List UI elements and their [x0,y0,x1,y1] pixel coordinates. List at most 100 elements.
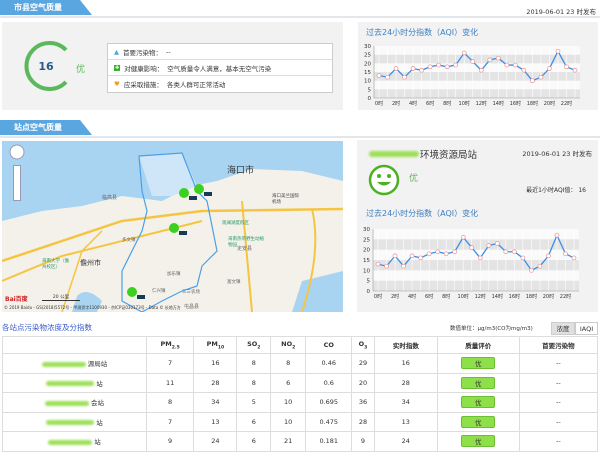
aqi-level: 优 [76,65,86,75]
data-point [503,249,509,255]
header-so2: SO2 [236,336,272,354]
header-level: 质量评价 [436,336,520,354]
redacted-name [46,381,95,387]
station-cell[interactable]: 站 [2,431,147,452]
station-name: 源局站 [87,360,108,369]
data-point [444,64,450,70]
cell-pm10: 34 [193,392,238,413]
y-tick-label: 10 [363,268,370,274]
table-row[interactable]: 站 9 24 6 21 0.181 9 24 优 -- [2,431,599,452]
station-name: 会站 [91,399,104,408]
y-tick-label: 15 [363,258,370,264]
redacted-name [369,151,419,157]
station-cell[interactable]: 会站 [2,392,147,413]
cell-primary: -- [518,353,599,374]
data-point [461,50,467,56]
smiley-icon [368,164,400,196]
table-title: 各站点污染物浓度及分指数 [2,323,92,332]
cell-co: 0.46 [305,353,353,374]
grid-band [373,229,579,240]
x-tick-label: 12时 [476,100,487,107]
data-point [470,59,476,64]
level-badge: 优 [461,376,496,389]
map-canvas [2,141,343,312]
cell-co: 0.695 [305,392,353,413]
table-row[interactable]: 站 11 28 8 6 0.6 20 28 优 -- [2,372,599,393]
data-point [376,73,382,78]
x-tick-label: 0时 [375,100,383,107]
cell-o3: 9 [351,431,375,452]
iaqi-button[interactable]: IAQI [575,322,598,335]
grid-band [373,260,579,271]
cell-no2: 6 [270,372,307,393]
x-tick-label: 4时 [408,293,416,300]
map-label: 富文镇 [227,280,241,285]
data-point [375,261,381,267]
map-label: 儋州市 [80,259,101,267]
cell-aqi: 28 [373,372,438,393]
cell-o3: 20 [351,372,375,393]
zoom-slider[interactable] [13,165,21,201]
info-row-measures: ♥ 应采取措施： 各类人群可正常活动 [108,76,332,92]
map-label: 海南热带野生动植物园 [228,237,264,248]
data-point [418,255,423,261]
station-map[interactable]: 海口市 临高县 儋州市 定安县 屯昌县 海南大学（儋州校区） 海口美兰国际机场 … [2,141,343,312]
data-point [546,253,551,259]
table-row[interactable]: 会站 8 34 5 10 0.695 36 34 优 -- [2,392,599,413]
heart-icon: ♥ [114,80,120,88]
pan-control [9,144,25,160]
data-point [419,67,424,73]
station-markers [127,184,204,297]
y-tick-label: 30 [364,44,371,50]
divider [0,16,600,18]
map-label: 多文镇 [122,238,136,243]
cell-co: 0.6 [305,372,353,393]
data-point [427,64,433,70]
cell-no2: 21 [270,431,307,452]
x-tick-label: 8时 [442,293,450,300]
y-tick-label: 25 [364,53,371,59]
station-aqi-chart: 0 5 10 15 20 25 30 0时 2时 4时 6时 8时 10时 12时 14时 16时 18时 20时… [363,227,579,300]
aqi-value: 16 [38,60,54,73]
cell-pm10: 24 [193,431,238,452]
y-tick-label: 15 [364,70,371,76]
data-point [384,263,389,269]
data-point [529,267,534,273]
map-label: 加乐镇 [167,272,181,277]
station-cell[interactable]: 源局站 [2,353,147,374]
x-tick-label: 22时 [561,100,572,107]
info-value: 各类人群可正常活动 [166,81,226,89]
cell-primary: -- [518,431,599,452]
data-point [571,255,577,261]
chart-title: 过去24小时分指数（AQI）变化 [366,209,479,218]
cell-so2: 6 [236,411,272,432]
x-tick-label: 10时 [458,293,469,300]
table-header: PM2.5 PM10 SO2 NO2 CO O3 实时指数 质量评价 首要污染物 [2,336,599,354]
table-row[interactable]: 源局站 7 16 8 8 0.46 29 16 优 -- [2,353,599,374]
x-tick-label: 20时 [544,100,555,107]
redacted-name [45,400,89,406]
cell-pm10: 16 [193,353,238,374]
info-box: ▲ 首要污染物： -- ✚ 对健康影响： 空气质量令人满意，基本无空气污染 ♥ 应采取措施… [107,43,333,93]
baidu-logo: Bai百度 [5,296,28,303]
map-label: 定安县 [237,246,253,252]
cell-level: 优 [436,372,520,393]
station-name: 环境资源局站 [420,150,478,161]
cell-pm25: 11 [145,372,195,393]
station-cell[interactable]: 站 [2,372,147,393]
data-point [487,57,493,63]
redacted-name [41,361,86,367]
station-cell[interactable]: 站 [2,411,147,432]
cell-no2: 10 [270,392,307,413]
table-row[interactable]: 站 7 13 6 10 0.475 28 13 优 -- [2,411,599,432]
data-point [521,67,527,73]
level-badge: 优 [461,396,496,409]
grid-band [373,239,579,250]
concentration-button[interactable]: 浓度 [551,322,575,335]
map-scale: 20 公里 [42,294,80,301]
info-label: 对健康影响： [124,64,164,73]
grid-band [374,89,580,98]
data-point [563,251,568,257]
data-point [469,245,475,250]
city-aqi-chart: 0 5 10 15 20 25 30 0时 2时 4时 6时 8时 10时 12时 14时 16时 18时 20时… [364,44,580,107]
